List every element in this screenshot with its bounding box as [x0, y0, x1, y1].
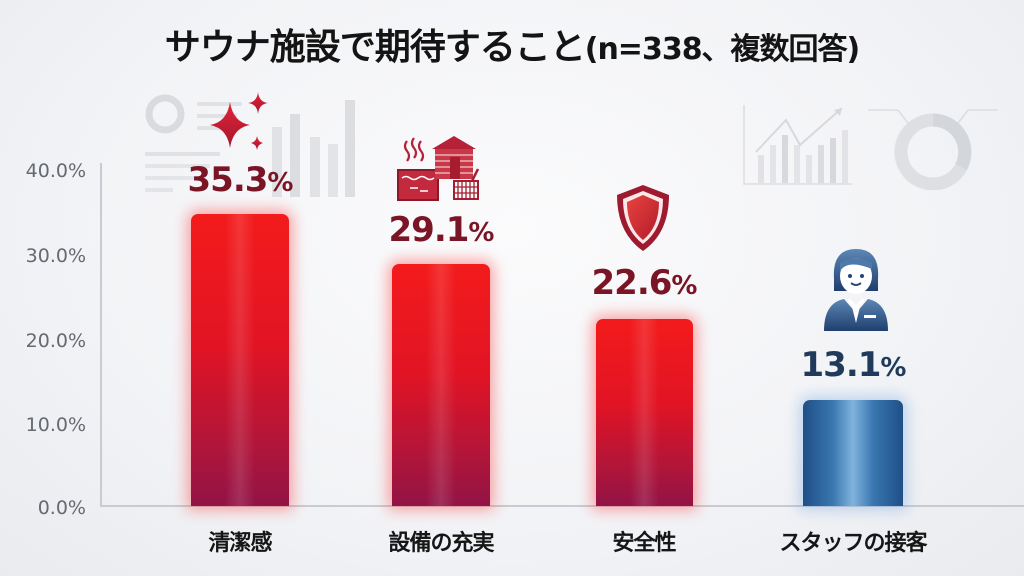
category-label-safety: 安全性: [612, 531, 676, 556]
category-label-facilities: 設備の充実: [388, 531, 494, 556]
value-percent-sign: %: [880, 353, 906, 383]
shield-icon: [617, 185, 669, 251]
background-report-graphic: [145, 94, 355, 197]
y-tick-0: 0.0%: [37, 497, 86, 519]
bar-staff-service[interactable]: [803, 400, 903, 506]
value-label-staff: 13.1%: [773, 345, 933, 385]
background-donut-graphic: [868, 109, 998, 190]
chart-title: サウナ施設で期待すること(n=338、複数回答): [0, 18, 1024, 70]
value-number: 13.1: [800, 345, 882, 385]
staff-person-icon: [824, 249, 888, 331]
value-label-facilities: 29.1%: [361, 210, 521, 250]
bar-facilities[interactable]: [392, 264, 490, 506]
value-percent-sign: %: [671, 271, 697, 301]
value-number: 35.3: [187, 160, 269, 200]
bar-safety[interactable]: [596, 319, 693, 506]
background-line-chart-graphic: [743, 105, 852, 185]
value-label-cleanliness: 35.3%: [160, 160, 320, 200]
value-label-safety: 22.6%: [564, 263, 724, 303]
y-tick-30: 30.0%: [25, 245, 86, 267]
y-tick-40: 40.0%: [25, 160, 86, 182]
value-number: 29.1: [388, 210, 470, 250]
value-number: 22.6: [591, 263, 673, 303]
sauna-facility-icon: [397, 136, 480, 201]
value-percent-sign: %: [267, 168, 293, 198]
category-label-cleanliness: 清潔感: [208, 531, 272, 556]
chart-title-sub: (n=338、複数回答): [584, 32, 861, 67]
bar-cleanliness[interactable]: [191, 214, 289, 506]
y-tick-10: 10.0%: [25, 414, 86, 436]
chart-title-main: サウナ施設で期待すること: [164, 27, 586, 68]
y-axis-line: [100, 163, 102, 507]
value-percent-sign: %: [468, 218, 494, 248]
y-tick-20: 20.0%: [25, 330, 86, 352]
category-label-staff: スタッフの接客: [779, 531, 927, 556]
x-axis-baseline: [100, 505, 1024, 507]
sparkle-icon: [210, 92, 268, 150]
